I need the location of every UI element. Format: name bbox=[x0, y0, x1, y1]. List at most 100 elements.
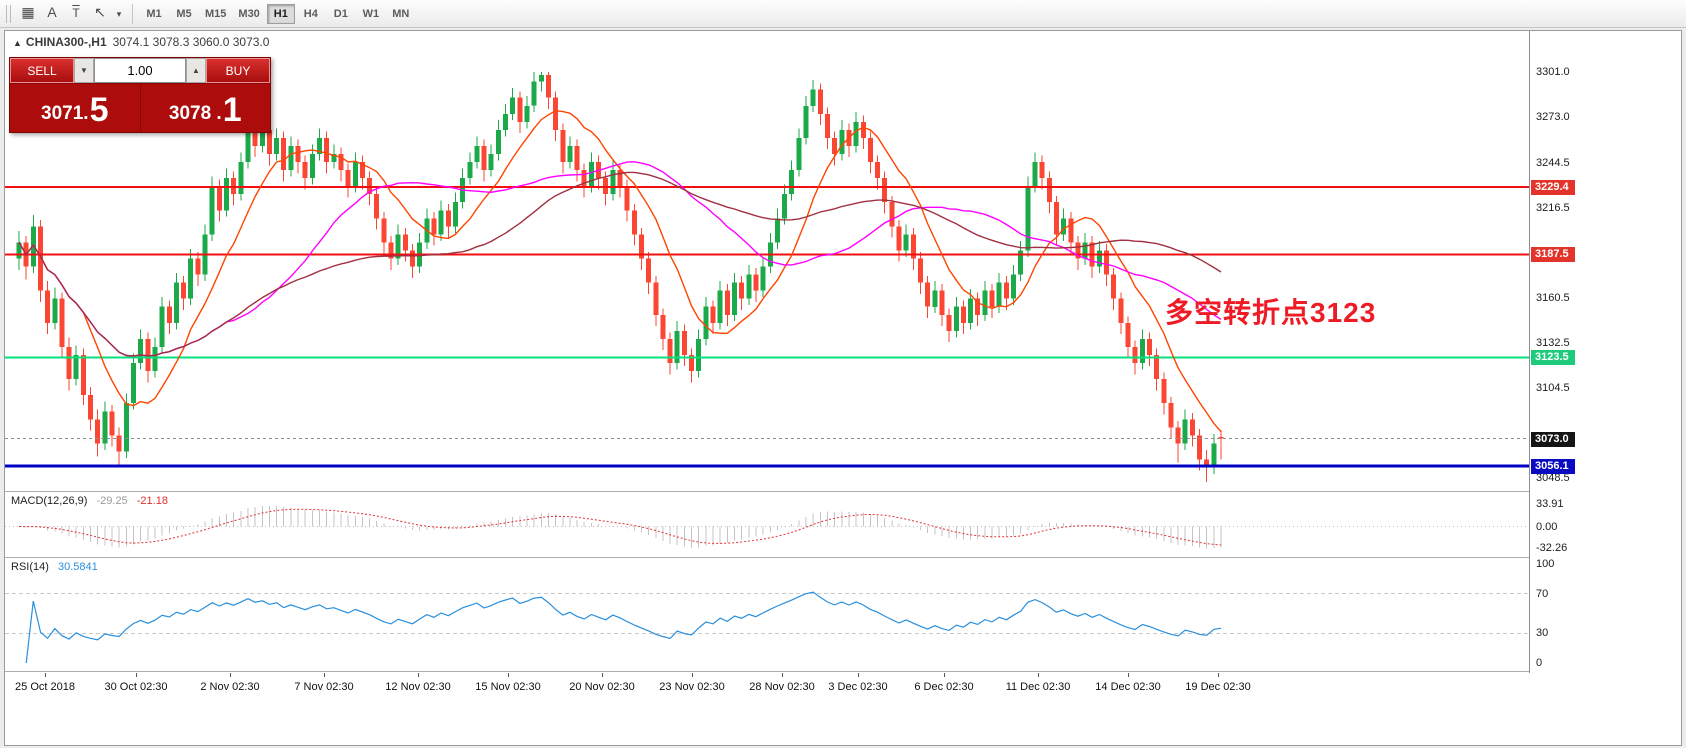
price-badge: 3056.1 bbox=[1531, 459, 1575, 474]
crosshair-icon[interactable]: ▦ bbox=[16, 2, 40, 24]
volume-input[interactable] bbox=[94, 58, 186, 83]
price-scale-tick: 3301.0 bbox=[1536, 66, 1570, 78]
sell-price[interactable]: 3071. 5 bbox=[10, 84, 141, 132]
tab-timeframe-m1[interactable]: M1 bbox=[140, 4, 168, 24]
rsi-scale-tick: 0 bbox=[1536, 657, 1543, 669]
time-axis-label: 30 Oct 02:30 bbox=[104, 681, 168, 693]
toolbar-separator bbox=[132, 3, 133, 24]
time-axis-tick bbox=[324, 673, 325, 677]
chart-window: 3301.0 3273.0 3244.5 3216.5 3160.5 3132.5 3104… bbox=[4, 30, 1682, 746]
price-scale[interactable]: 3301.0 3273.0 3244.5 3216.5 3160.5 3132.5 3104… bbox=[1530, 31, 1681, 673]
price-scale-tick: 3273.0 bbox=[1536, 111, 1570, 123]
time-axis-label: 28 Nov 02:30 bbox=[749, 681, 815, 693]
macd-label: MACD(12,26,9) -29.25 -21.18 bbox=[11, 495, 168, 507]
buy-price-big-digit: 1 bbox=[222, 91, 242, 130]
rsi-scale-tick: 30 bbox=[1536, 627, 1549, 639]
arrow-tools-icon[interactable]: ↖ bbox=[88, 2, 112, 24]
time-axis-tick bbox=[136, 673, 137, 677]
main-chart-canvas[interactable] bbox=[5, 31, 1529, 491]
time-axis-tick bbox=[782, 673, 783, 677]
time-axis-label: 15 Nov 02:30 bbox=[475, 681, 541, 693]
candles bbox=[16, 72, 1224, 482]
time-axis-label: 6 Dec 02:30 bbox=[914, 681, 974, 693]
rsi-scale-tick: 70 bbox=[1536, 588, 1549, 600]
horizontal-level-lines bbox=[5, 186, 1529, 468]
price-scale-tick: 3104.5 bbox=[1536, 382, 1570, 394]
time-axis-tick bbox=[1128, 673, 1129, 677]
time-axis-tick bbox=[418, 673, 419, 677]
time-axis-label: 3 Dec 02:30 bbox=[828, 681, 888, 693]
macd-main-value: -29.25 bbox=[96, 495, 128, 507]
price-scale-tick: 3048.5 bbox=[1536, 472, 1570, 484]
rsi-value: 30.5841 bbox=[57, 561, 98, 573]
rsi-name: RSI(14) bbox=[11, 561, 49, 573]
time-axis-tick bbox=[858, 673, 859, 677]
ma-line-10 bbox=[18, 109, 1222, 433]
tab-timeframe-h1[interactable]: H1 bbox=[266, 3, 295, 24]
macd-signal-value: -21.18 bbox=[136, 495, 168, 507]
caret-up-icon: ▲ bbox=[192, 66, 200, 75]
drawing-tools-group: ▦ A T ↖ ▾ bbox=[16, 1, 126, 26]
time-axis-label: 19 Dec 02:30 bbox=[1185, 681, 1251, 693]
price-badge: 3187.5 bbox=[1531, 247, 1575, 262]
sell-button[interactable]: SELL bbox=[10, 58, 74, 83]
buy-price-main: 3078 . bbox=[168, 103, 222, 124]
time-axis-tick bbox=[508, 673, 509, 677]
price-badge: 3229.4 bbox=[1531, 180, 1575, 195]
top-toolbar: ▦ A T ↖ ▾ M1 M5 M15 M30 H1 H4 D1 W1 MN bbox=[0, 0, 1686, 28]
macd-name: MACD(12,26,9) bbox=[11, 495, 88, 507]
time-axis-label: 11 Dec 02:30 bbox=[1005, 681, 1071, 693]
time-axis-tick bbox=[230, 673, 231, 677]
time-axis[interactable]: 25 Oct 2018 30 Oct 02:30 2 Nov 02:30 7 Nov … bbox=[5, 673, 1681, 701]
time-axis-tick bbox=[944, 673, 945, 677]
tab-timeframe-m15[interactable]: M15 bbox=[200, 4, 231, 24]
volume-increase-button[interactable]: ▲ bbox=[186, 58, 206, 83]
arrow-tools-caret-icon[interactable]: ▾ bbox=[112, 4, 126, 26]
caret-down-icon: ▼ bbox=[80, 66, 88, 75]
macd-canvas[interactable] bbox=[5, 493, 1529, 557]
price-scale-tick: 3132.5 bbox=[1536, 337, 1570, 349]
tab-timeframe-h4[interactable]: H4 bbox=[297, 4, 325, 24]
macd-histogram bbox=[25, 506, 1222, 549]
macd-scale-tick: 0.00 bbox=[1536, 521, 1558, 533]
trade-controls-row: SELL ▼ ▲ BUY bbox=[10, 58, 270, 83]
macd-scale-tick: -32.26 bbox=[1536, 542, 1568, 554]
price-scale-tick: 3244.5 bbox=[1536, 157, 1570, 169]
time-axis-tick bbox=[1038, 673, 1039, 677]
timeframe-buttons-group: M1 M5 M15 M30 H1 H4 D1 W1 MN bbox=[139, 3, 416, 24]
tab-timeframe-d1[interactable]: D1 bbox=[327, 4, 355, 24]
macd-scale-tick: 33.91 bbox=[1536, 498, 1564, 510]
ohlc-readout: 3074.1 3078.3 3060.0 3073.0 bbox=[112, 35, 270, 49]
buy-button[interactable]: BUY bbox=[206, 58, 270, 83]
trade-prices-row: 3071. 5 3078 .1 bbox=[10, 83, 270, 132]
sell-price-big-digit: 5 bbox=[89, 91, 109, 130]
time-axis-tick bbox=[45, 673, 46, 677]
collapse-triangle-icon[interactable]: ▲ bbox=[13, 38, 22, 48]
one-click-trading-panel: SELL ▼ ▲ BUY 3071.5 3078 .1 bbox=[9, 57, 271, 133]
time-axis-label: 7 Nov 02:30 bbox=[294, 681, 354, 693]
tab-timeframe-m5[interactable]: M5 bbox=[170, 4, 198, 24]
text-box-icon[interactable]: T bbox=[64, 2, 88, 24]
ma-line-60 bbox=[18, 171, 1222, 357]
price-badge: 3123.5 bbox=[1531, 350, 1575, 365]
text-label-icon[interactable]: A bbox=[40, 1, 64, 23]
tab-timeframe-m30[interactable]: M30 bbox=[233, 4, 264, 24]
time-axis-label: 14 Dec 02:30 bbox=[1095, 681, 1161, 693]
panel-separator-macd-rsi[interactable] bbox=[5, 557, 1681, 558]
macd-signal-line bbox=[18, 508, 1222, 546]
tab-timeframe-w1[interactable]: W1 bbox=[357, 4, 385, 24]
time-axis-label: 12 Nov 02:30 bbox=[385, 681, 451, 693]
rsi-canvas[interactable] bbox=[5, 559, 1529, 671]
tab-timeframe-mn[interactable]: MN bbox=[387, 4, 415, 24]
rsi-label: RSI(14) 30.5841 bbox=[11, 561, 98, 573]
chart-annotation: 多空转折点3123 bbox=[1165, 297, 1377, 328]
time-axis-label: 2 Nov 02:30 bbox=[200, 681, 260, 693]
buy-price[interactable]: 3078 .1 bbox=[141, 84, 271, 132]
time-axis-tick bbox=[692, 673, 693, 677]
time-axis-label: 23 Nov 02:30 bbox=[659, 681, 725, 693]
symbol-period-label: CHINA300-,H1 bbox=[25, 35, 107, 49]
volume-decrease-button[interactable]: ▼ bbox=[74, 58, 94, 83]
toolbar-grip[interactable] bbox=[6, 4, 11, 23]
time-axis-tick bbox=[602, 673, 603, 677]
panel-separator-main-macd[interactable] bbox=[5, 491, 1681, 492]
